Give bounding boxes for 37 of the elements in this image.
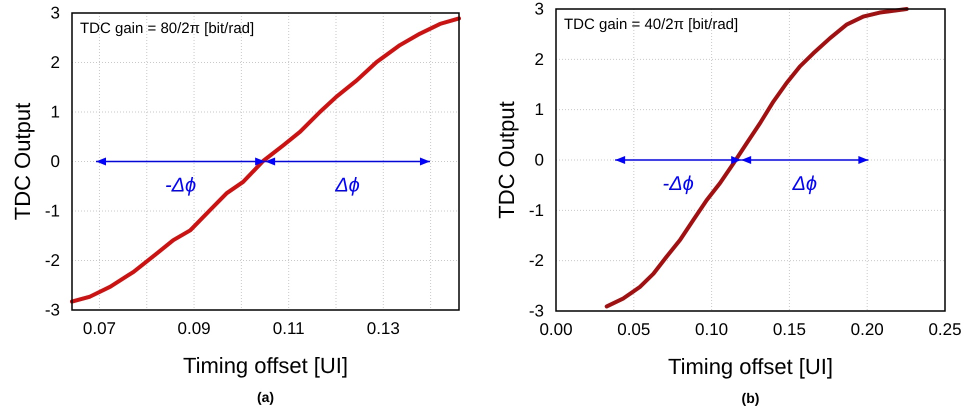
y-tick-label: -3 xyxy=(528,301,544,320)
y-tick-label: 1 xyxy=(50,102,60,122)
annotation: -Δϕ xyxy=(164,174,196,196)
y-tick-label: 3 xyxy=(534,0,544,18)
annotation: Δϕ xyxy=(791,173,818,195)
y-tick-label: -2 xyxy=(44,250,60,270)
y-tick-label: 0 xyxy=(534,150,544,170)
y-tick-label: -1 xyxy=(528,200,544,220)
line-series xyxy=(70,16,461,304)
x-tick-label: 0.10 xyxy=(695,320,728,340)
y-tick-label: 0 xyxy=(50,152,60,171)
text: (a) xyxy=(256,389,274,405)
y-tick-label: -1 xyxy=(44,201,60,220)
annotation: -Δϕ xyxy=(662,173,694,195)
text: (b) xyxy=(742,390,760,406)
x-axis-title: Timing offset [UI] xyxy=(668,354,834,379)
y-axis-title: TDC Output xyxy=(10,102,35,220)
x-tick-label: 0.15 xyxy=(772,320,806,340)
x-tick-label: 0.05 xyxy=(617,320,650,340)
y-tick-label: -2 xyxy=(528,251,544,270)
annotation: TDC gain = 80/2π [bit/rad] xyxy=(80,20,254,37)
x-tick-label: 0.00 xyxy=(539,320,573,340)
x-tick-label: 0.11 xyxy=(272,319,305,338)
y-tick-label: 2 xyxy=(534,50,544,69)
x-tick-label: 0.07 xyxy=(82,319,116,338)
y-axis-title: TDC Output xyxy=(494,101,519,219)
x-tick-label: 0.13 xyxy=(366,319,400,338)
x-tick-label: 0.25 xyxy=(928,320,962,340)
y-tick-label: 3 xyxy=(50,3,60,22)
annotation: Δϕ xyxy=(334,174,360,196)
x-tick-label: 0.09 xyxy=(178,319,211,338)
x-tick-label: 0.20 xyxy=(850,320,884,340)
x-axis-title: Timing offset [UI] xyxy=(182,353,348,378)
y-tick-label: -3 xyxy=(44,300,60,320)
y-tick-label: 1 xyxy=(534,100,544,120)
y-tick-label: 2 xyxy=(50,52,60,72)
annotation: TDC gain = 40/2π [bit/rad] xyxy=(564,16,738,33)
